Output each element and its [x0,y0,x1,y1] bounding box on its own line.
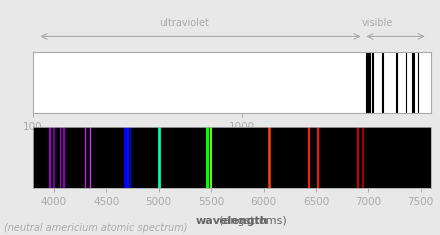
Text: (angstroms): (angstroms) [177,216,287,226]
Text: ultraviolet: ultraviolet [159,19,209,28]
Text: (angstroms): (angstroms) [177,141,287,151]
Text: visible: visible [362,19,393,28]
Text: wavelength: wavelength [196,141,268,151]
Text: wavelength: wavelength [196,216,268,226]
Text: (neutral americium atomic spectrum): (neutral americium atomic spectrum) [4,223,188,233]
